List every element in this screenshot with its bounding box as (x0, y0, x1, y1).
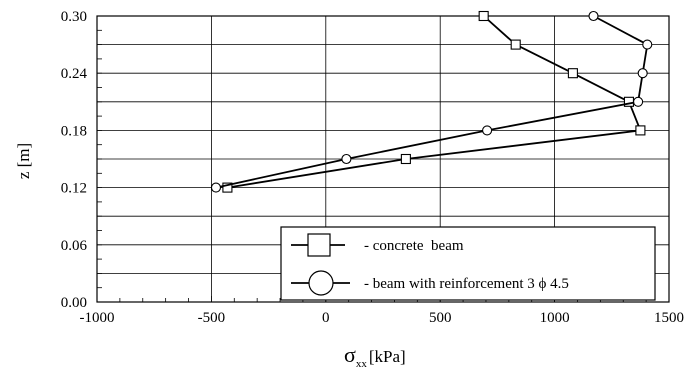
data-point-reinforced (588, 10, 599, 22)
series-layer (210, 10, 653, 193)
plot-frame (96, 15, 670, 303)
x-tick-label: 500 (429, 310, 452, 326)
y-tick-label: 0.00 (61, 295, 87, 311)
data-point-reinforced (633, 96, 644, 107)
data-point-concrete (400, 153, 411, 165)
legend-label-concrete: - concrete beam (364, 238, 464, 254)
data-point-concrete (510, 39, 521, 50)
y-tick-label: 0.06 (61, 238, 88, 254)
x-axis-unit: [kPa] (369, 347, 406, 366)
y-tick-label: 0.24 (61, 66, 88, 82)
legend-label-reinforced: - beam with reinforcement 3 ϕ 4.5 (364, 276, 569, 292)
data-point-reinforced (341, 153, 352, 165)
data-point-concrete (567, 68, 578, 79)
x-axis-label: σxx [kPa] (344, 342, 406, 370)
tick-labels: -1000 -500 0 500 1000 1500 0.00 0.06 0.12 0.18 0.2… (61, 9, 684, 326)
x-tick-label: 0 (322, 310, 330, 326)
y-axis-label: z [m] (14, 143, 33, 179)
x-tick-label: 1000 (540, 310, 570, 326)
data-point-reinforced (482, 125, 493, 136)
x-tick-label: 1500 (654, 310, 684, 326)
data-point-concrete (478, 10, 489, 22)
y-tick-label: 0.30 (61, 9, 87, 25)
legend-marker-reinforced (308, 270, 334, 296)
x-tick-label: -500 (198, 310, 226, 326)
legend-box (280, 226, 656, 301)
data-point-reinforced (210, 182, 222, 193)
data-point-concrete (635, 125, 646, 136)
y-tick-label: 0.12 (61, 181, 87, 197)
data-point-concrete (222, 182, 233, 193)
x-axis-subscript: xx (356, 358, 368, 370)
x-tick-label: -1000 (80, 310, 115, 326)
y-tick-label: 0.18 (61, 123, 87, 139)
data-point-reinforced (642, 39, 653, 50)
legend: - concrete beam - beam with reinforcemen… (280, 226, 656, 301)
data-point-reinforced (637, 68, 648, 79)
x-axis-symbol: σ (344, 342, 356, 367)
legend-marker-concrete (307, 233, 331, 257)
